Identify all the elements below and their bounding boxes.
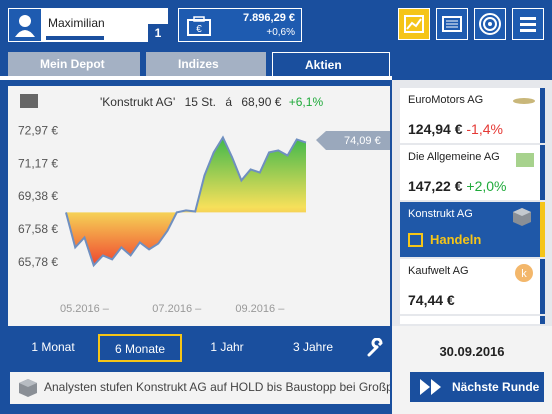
- y-tick-label: 69,38 €: [18, 189, 58, 203]
- settings-button[interactable]: [366, 338, 386, 358]
- tab-underline: [0, 76, 392, 80]
- round-panel: 30.09.2016 Nächste Runde: [392, 326, 552, 414]
- stock-name: Konstrukt AG: [408, 208, 473, 220]
- stock-change: -1,4%: [466, 121, 503, 137]
- tab-active[interactable]: Aktien: [272, 52, 390, 76]
- player-box: Maximilian 1: [42, 8, 168, 42]
- goals-button[interactable]: [474, 8, 506, 40]
- stock-price-value: 74,44 €: [408, 292, 455, 308]
- cube-icon: [19, 379, 37, 397]
- stock-name: Kaufwelt AG: [408, 265, 469, 277]
- stock-price-value: 124,94 €: [408, 121, 463, 137]
- xp-bar: [46, 36, 104, 40]
- svg-text:€: €: [196, 24, 202, 35]
- menu-icon: [520, 17, 536, 32]
- y-tick-label: 72,97 €: [18, 123, 58, 137]
- stock-card[interactable]: EuroMotors AG 124,94 € -1,4%: [400, 88, 545, 143]
- chart: 'Konstrukt AG' 15 St. á 68,90 € +6,1% 72…: [18, 94, 390, 315]
- callout: [316, 131, 390, 150]
- tab[interactable]: Mein Depot: [8, 52, 140, 76]
- next-round-label: Nächste Runde: [452, 380, 540, 394]
- period-button[interactable]: 3 Jahre: [278, 334, 348, 362]
- stock-price: 124,94 € -1,4%: [408, 121, 503, 137]
- stock-price: 147,22 € +2,0%: [408, 178, 506, 194]
- period-label: 3 Jahre: [292, 340, 334, 354]
- tab[interactable]: Indizes: [146, 52, 266, 76]
- period-button-active[interactable]: 6 Monate: [98, 334, 182, 362]
- news-button[interactable]: [436, 8, 468, 40]
- stock-name: EuroMotors AG: [408, 94, 484, 106]
- stock-name: Die Allgemeine AG: [408, 151, 500, 163]
- stock-price-value: 147,22 €: [408, 178, 463, 194]
- stock-card[interactable]: Die Allgemeine AG 147,22 € +2,0%: [400, 145, 545, 200]
- price-sep: á: [225, 95, 232, 109]
- player-name: Maximilian: [48, 16, 105, 30]
- stock-card[interactable]: [400, 316, 545, 324]
- avatar-icon: [15, 15, 35, 37]
- x-tick-label: 05.2016 –: [60, 303, 110, 315]
- period-button[interactable]: 1 Jahr: [192, 334, 262, 362]
- logo: [513, 208, 531, 226]
- y-tick-label: 65,78 €: [18, 255, 58, 269]
- period-label: 6 Monate: [114, 342, 166, 356]
- period-button[interactable]: 1 Monat: [18, 334, 88, 362]
- next-round-button[interactable]: Nächste Runde: [410, 372, 544, 402]
- stock-card-selected[interactable]: Konstrukt AG Handeln: [400, 202, 545, 257]
- chart-title: 'Konstrukt AG': [100, 95, 175, 109]
- area: [66, 137, 306, 266]
- news-text: Analysten stufen Konstrukt AG auf HOLD b…: [44, 380, 390, 394]
- chart-button[interactable]: [398, 8, 430, 40]
- balance: 7.896,29 €: [243, 12, 295, 24]
- chart-icon: [404, 15, 424, 33]
- target-icon: [479, 13, 501, 35]
- wallet-icon: [20, 94, 38, 108]
- logo: [516, 153, 534, 167]
- menu-button[interactable]: [512, 8, 544, 40]
- tab-label: Aktien: [305, 58, 342, 72]
- shares: 15 St.: [185, 95, 216, 109]
- period-label: 1 Monat: [31, 340, 75, 354]
- x-tick-label: 09.2016 –: [235, 303, 285, 315]
- stock-card[interactable]: Kaufwelt AG 74,44 € k: [400, 259, 545, 314]
- trade-icon: [408, 233, 423, 247]
- tab-label: Mein Depot: [40, 57, 105, 71]
- balance-change: +0,6%: [266, 27, 295, 38]
- news-icon: [442, 16, 462, 32]
- change: +6,1%: [289, 95, 324, 109]
- svg-text:k: k: [521, 268, 527, 280]
- price: 68,90 €: [241, 95, 281, 109]
- news-bar[interactable]: Analysten stufen Konstrukt AG auf HOLD b…: [10, 372, 390, 404]
- y-tick-label: 67,58 €: [18, 222, 58, 236]
- balance-box[interactable]: € 7.896,29 € +0,6%: [178, 8, 302, 42]
- chart-header: 'Konstrukt AG' 15 St. á 68,90 € +6,1%: [100, 95, 323, 109]
- logo: [513, 98, 535, 104]
- avatar[interactable]: [8, 8, 42, 42]
- level: 1: [148, 24, 168, 42]
- stock-change: +2,0%: [466, 178, 507, 194]
- trade-button[interactable]: Handeln: [430, 232, 482, 247]
- y-tick-label: 71,17 €: [18, 156, 58, 170]
- tab-label: Indizes: [178, 57, 219, 71]
- current-price-label: 74,09 €: [344, 135, 381, 147]
- wallet-icon: €: [187, 16, 211, 36]
- date: 30.09.2016: [439, 344, 505, 359]
- x-tick-label: 07.2016 –: [152, 303, 202, 315]
- period-label: 1 Jahr: [210, 340, 244, 354]
- line: [65, 135, 307, 268]
- forward-icon: [420, 379, 441, 395]
- logo: k: [515, 264, 533, 282]
